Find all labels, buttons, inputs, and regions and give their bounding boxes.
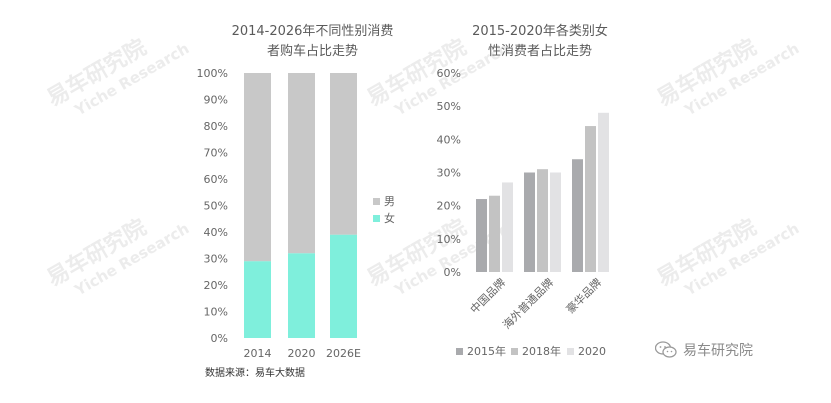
legend-label: 男: [384, 195, 395, 208]
chart-title-line: 2015-2020年各类别女: [472, 24, 608, 39]
bar-segment: [288, 253, 315, 338]
x-tick-label: 海外普通品牌: [500, 275, 557, 332]
y-tick-label: 90%: [204, 94, 228, 107]
legend-label: 2015年: [467, 344, 506, 358]
bar: [585, 126, 596, 272]
y-tick-label: 20%: [204, 279, 228, 292]
bar: [502, 182, 513, 272]
chart-title-line: 者购车占比走势: [266, 44, 358, 59]
y-tick-label: 50%: [204, 200, 228, 213]
x-tick-label: 2014: [244, 347, 272, 360]
legend-swatch: [567, 348, 574, 355]
chart-title-line: 2014-2026年不同性别消费: [231, 24, 394, 39]
y-tick-label: 80%: [204, 120, 228, 133]
y-tick-label: 60%: [437, 67, 461, 80]
bar-segment: [288, 73, 315, 254]
bar-segment: [244, 73, 271, 262]
y-tick-label: 30%: [204, 253, 228, 266]
source-note: 数据来源：易车大数据: [205, 368, 305, 379]
bar: [524, 172, 535, 272]
bar: [537, 169, 548, 272]
chart-title-female: 2015-2020年各类别女 性消费者占比走势: [455, 22, 625, 62]
bar: [489, 195, 500, 272]
x-tick-label: 2026E: [326, 347, 361, 360]
bar-segment: [244, 261, 271, 338]
x-tick-label: 中国品牌: [467, 275, 508, 316]
chart-title-line: 性消费者占比走势: [487, 44, 592, 59]
y-tick-label: 10%: [437, 233, 461, 246]
legend-swatch: [456, 348, 463, 355]
bar: [598, 112, 609, 272]
y-tick-label: 20%: [437, 200, 461, 213]
wechat-brand: 易车研究院: [655, 340, 753, 360]
bar-segment: [330, 234, 357, 338]
legend-label: 2018年: [522, 344, 561, 358]
wechat-icon: [655, 341, 677, 358]
y-tick-label: 70%: [204, 147, 228, 160]
legend-label: 2020: [578, 345, 606, 358]
y-tick-label: 100%: [197, 67, 228, 80]
y-tick-label: 0%: [211, 332, 228, 345]
bar: [476, 199, 487, 272]
y-tick-label: 40%: [204, 226, 228, 239]
y-tick-label: 10%: [204, 306, 228, 319]
y-tick-label: 0%: [444, 266, 461, 279]
legend-swatch: [373, 198, 380, 205]
y-tick-label: 60%: [204, 173, 228, 186]
bar-segment: [330, 73, 357, 235]
y-tick-label: 30%: [437, 167, 461, 180]
x-tick-label: 豪华品牌: [563, 275, 604, 316]
wechat-label: 易车研究院: [683, 343, 753, 359]
chart-title-gender: 2014-2026年不同性别消费 者购车占比走势: [205, 22, 420, 62]
bar: [572, 159, 583, 272]
legend-label: 女: [384, 211, 395, 225]
y-tick-label: 40%: [437, 133, 461, 146]
legend-swatch: [373, 215, 380, 222]
bar: [550, 172, 561, 272]
y-tick-label: 50%: [437, 100, 461, 113]
x-tick-label: 2020: [288, 347, 316, 360]
legend-swatch: [511, 348, 518, 355]
